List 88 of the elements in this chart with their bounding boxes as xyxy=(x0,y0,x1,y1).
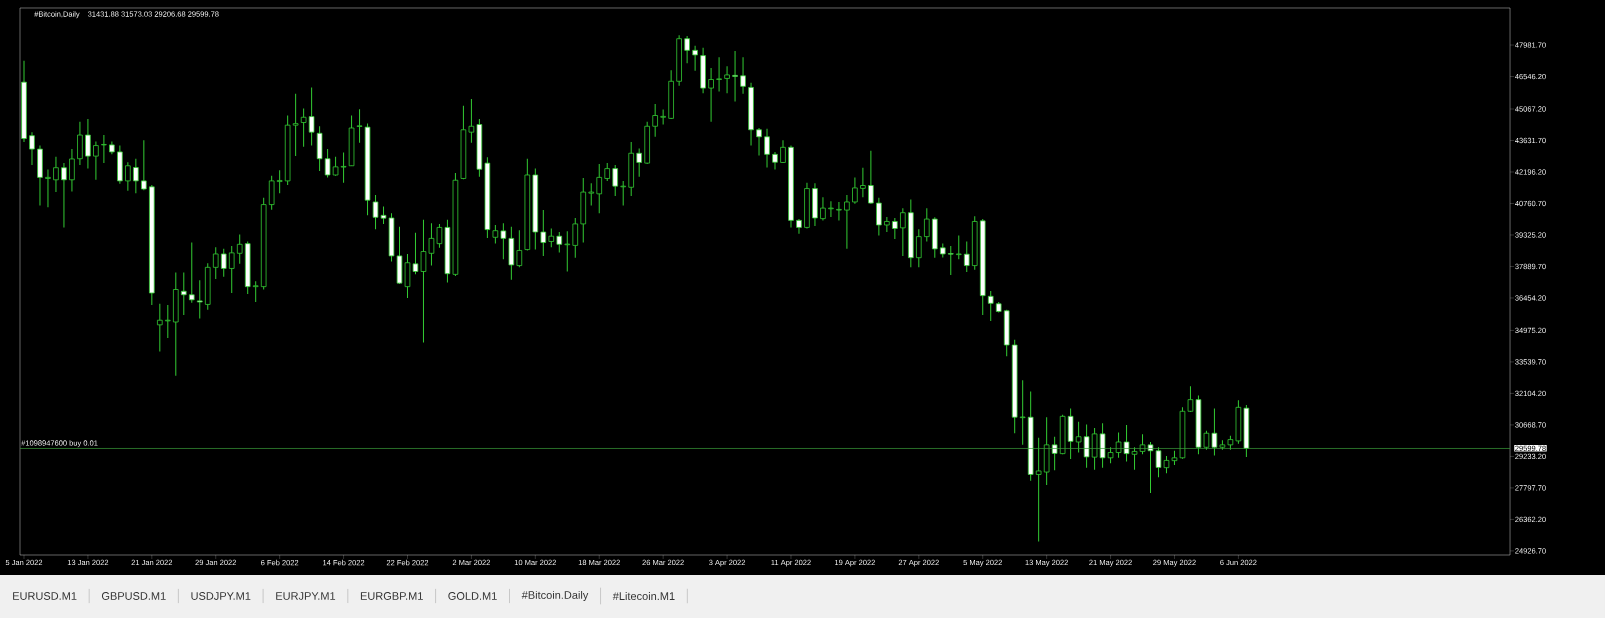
candlestick xyxy=(141,139,147,191)
candlestick xyxy=(916,228,922,268)
candlestick xyxy=(212,246,219,280)
candlestick xyxy=(101,134,107,164)
candlestick xyxy=(828,200,834,218)
candlestick xyxy=(612,164,619,197)
candlestick xyxy=(732,50,738,102)
candlestick xyxy=(500,222,507,260)
candlestick xyxy=(892,217,898,240)
candlestick xyxy=(588,182,595,206)
candlestick xyxy=(756,127,762,156)
candlestick xyxy=(53,156,59,193)
candlestick xyxy=(900,207,906,257)
candlestick xyxy=(45,168,51,208)
candlestick xyxy=(292,93,299,157)
candlestick xyxy=(133,158,139,194)
candlestick xyxy=(764,128,770,169)
text: #Litecoin.M1 xyxy=(612,591,675,601)
text: GOLD.M1 xyxy=(448,592,497,600)
candlestick xyxy=(236,233,243,265)
text: EURGBP.M1 xyxy=(360,592,423,600)
candlestick xyxy=(188,242,195,304)
candlestick xyxy=(963,240,970,273)
candlestick xyxy=(652,103,658,138)
candlestick xyxy=(228,245,235,294)
candlestick xyxy=(69,148,75,192)
candlestick xyxy=(564,230,571,273)
candlestick xyxy=(196,279,203,319)
candlestick xyxy=(708,67,714,123)
candlestick xyxy=(987,290,994,322)
candlestick xyxy=(220,248,227,278)
candlestick xyxy=(61,162,67,228)
candlestick xyxy=(692,45,698,72)
candlestick xyxy=(165,304,171,339)
candlestick xyxy=(844,194,850,250)
candlestick xyxy=(740,56,746,95)
candlestick xyxy=(300,107,307,148)
candlestick xyxy=(548,228,555,248)
candlestick xyxy=(276,169,283,194)
candlestick xyxy=(1035,437,1042,543)
candlestick xyxy=(556,231,563,253)
candlestick xyxy=(1203,430,1210,451)
candlestick xyxy=(157,303,163,352)
candlestick xyxy=(268,175,275,211)
text: USDJPY.M1 xyxy=(191,592,251,600)
candlestick xyxy=(1051,436,1058,471)
candlestick xyxy=(85,118,91,170)
candlestick xyxy=(1083,423,1090,469)
candlestick xyxy=(324,148,331,178)
candlestick xyxy=(947,245,954,276)
candlestick xyxy=(596,163,603,214)
candlestick xyxy=(636,147,642,178)
text: EURJPY.M1 xyxy=(276,592,336,600)
candlestick xyxy=(468,98,475,144)
candlestick xyxy=(340,152,347,184)
candlestick xyxy=(572,217,579,259)
candlestick xyxy=(1099,422,1106,469)
text: EURUSD.M1 xyxy=(13,592,77,600)
candlestick xyxy=(852,176,858,205)
candlestick xyxy=(125,161,131,192)
candlestick xyxy=(332,156,339,177)
candlestick xyxy=(955,235,962,260)
candlestick xyxy=(540,209,547,257)
candlestick xyxy=(868,150,874,205)
candlestick xyxy=(860,167,866,198)
candlestick xyxy=(836,201,842,221)
candlestick xyxy=(492,224,499,244)
text: GBPUSD.M1 xyxy=(101,592,166,600)
candlestick xyxy=(884,216,890,233)
candlestick xyxy=(308,86,315,147)
candlestick xyxy=(796,218,802,235)
candlestick xyxy=(29,131,35,166)
candlestick xyxy=(724,65,730,94)
candlestick xyxy=(252,280,259,303)
candlestick xyxy=(77,121,83,166)
candlestick xyxy=(1019,379,1026,446)
candlestick xyxy=(93,140,99,181)
candlestick xyxy=(180,272,187,316)
candlestick xyxy=(876,197,882,237)
candlestick xyxy=(820,196,826,221)
candlestick xyxy=(1091,427,1098,471)
candlestick xyxy=(684,35,690,64)
candlestick xyxy=(1075,421,1082,454)
text: #Bitcoin.Daily xyxy=(521,590,589,602)
candlestick xyxy=(716,56,722,93)
candlestick xyxy=(516,229,523,268)
candlestick xyxy=(924,207,930,242)
candlestick xyxy=(1211,407,1218,456)
